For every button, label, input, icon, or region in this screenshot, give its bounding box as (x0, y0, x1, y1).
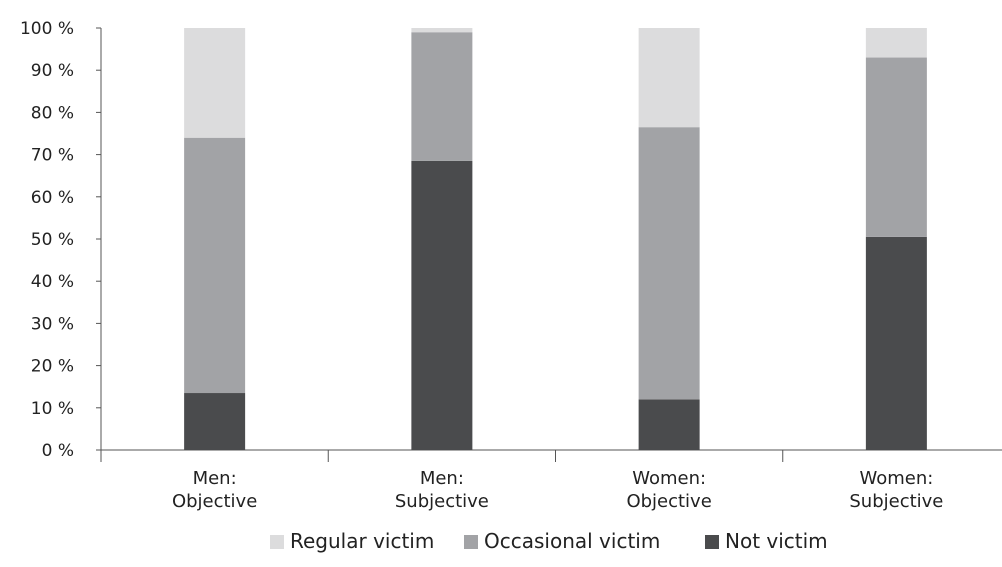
bar-segment-not-victim (865, 236, 927, 450)
bar-segment-not-victim (411, 160, 473, 450)
bars (184, 28, 927, 450)
y-tick-label: 20 % (31, 357, 74, 377)
bar-segment-occasional-victim (865, 57, 927, 237)
bar-segment-occasional-victim (638, 127, 700, 400)
x-tick-label: Men: Subjective (395, 468, 489, 512)
legend-label: Occasional victim (484, 529, 660, 553)
bar-segment-regular-victim (184, 28, 246, 138)
legend-label: Regular victim (290, 529, 434, 553)
bar-segment-regular-victim (411, 28, 473, 33)
x-tick-label: Men: Objective (172, 468, 257, 512)
y-tick-label: 0 % (42, 441, 74, 461)
y-tick-label: 100 % (20, 19, 74, 39)
y-tick-label: 60 % (31, 188, 74, 208)
y-tick-label: 50 % (31, 230, 74, 250)
y-axis: 0 % 10 % 20 % 30 % 40 % 50 % 60 % 70 % 80 % 90 % 1… (20, 19, 102, 462)
legend-swatch (705, 535, 719, 549)
y-tick-label: 30 % (31, 314, 74, 334)
y-tick-label: 80 % (31, 103, 74, 123)
bar-segment-not-victim (184, 393, 246, 450)
x-tick-label: Women: Objective (626, 468, 711, 512)
x-tick-label: Women: Subjective (849, 468, 943, 512)
x-axis: Men: Objective Men: Subjective Women: Objecti… (101, 449, 1002, 512)
bar-segment-regular-victim (638, 28, 700, 128)
legend-label: Not victim (725, 529, 828, 553)
y-tick-label: 10 % (31, 399, 74, 419)
legend: Regular victim Occasional victim Not victi… (270, 529, 828, 553)
bar-segment-regular-victim (865, 28, 927, 58)
y-tick-label: 70 % (31, 146, 74, 166)
bar-segment-occasional-victim (184, 137, 246, 394)
bar-segment-occasional-victim (411, 32, 473, 161)
legend-swatch (270, 535, 284, 549)
bar-segment-not-victim (638, 399, 700, 450)
legend-swatch (464, 535, 478, 549)
y-tick-label: 90 % (31, 61, 74, 81)
y-tick-label: 40 % (31, 272, 74, 292)
